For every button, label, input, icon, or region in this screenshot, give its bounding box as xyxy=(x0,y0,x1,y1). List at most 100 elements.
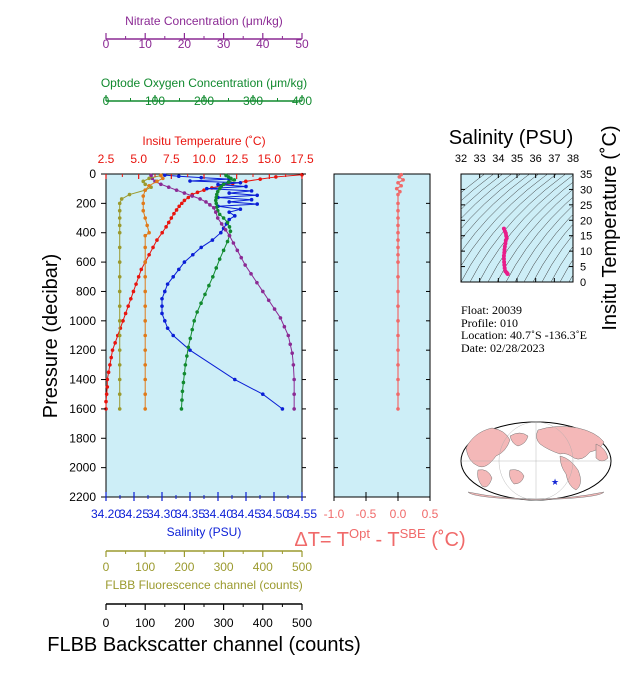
oxygen-tick-label: 0 xyxy=(103,94,110,108)
salinity-point xyxy=(238,181,243,185)
ts-panel xyxy=(460,173,574,283)
density-contour xyxy=(461,174,522,230)
delta-t-point xyxy=(396,304,400,308)
delta-t-point xyxy=(401,178,405,182)
delta-t-point xyxy=(396,245,400,250)
ts-point xyxy=(502,266,507,271)
temperature-point xyxy=(155,238,159,242)
nitrate-point xyxy=(174,188,179,192)
fluorescence-point xyxy=(117,304,122,308)
nitrate-point xyxy=(291,363,296,367)
oxygen-point xyxy=(227,225,232,229)
temperature-point xyxy=(104,399,108,404)
ts-point xyxy=(501,256,506,261)
backscatter-tick-label: 100 xyxy=(135,616,155,630)
backscatter-point xyxy=(143,216,147,220)
ts-ytick-label: 15 xyxy=(580,231,592,243)
nitrate-point xyxy=(198,197,202,201)
fluorescence-point xyxy=(117,260,122,264)
backscatter-point xyxy=(143,274,147,279)
ts-point xyxy=(503,238,508,243)
density-contour xyxy=(461,174,513,219)
delta-t-point xyxy=(396,230,400,235)
salinity-point xyxy=(177,174,181,179)
backscatter-tick-label: 400 xyxy=(253,616,273,630)
oxygen-point xyxy=(214,195,219,200)
salinity-tick-label: 34.30 xyxy=(147,507,177,521)
backscatter-point xyxy=(143,377,147,382)
temperature-point xyxy=(139,267,144,272)
delta-t-point xyxy=(394,186,399,191)
nitrate-point xyxy=(255,280,259,285)
fluorescence-point xyxy=(117,333,122,338)
salinity-point xyxy=(216,182,220,187)
fluorescence-point xyxy=(117,245,122,250)
density-contour xyxy=(461,174,504,210)
ts-point xyxy=(501,253,506,258)
main-axes-group: 0200400600800100012001400160018002000220… xyxy=(69,33,317,630)
backscatter-point xyxy=(143,363,147,367)
pressure-tick-label: 400 xyxy=(76,226,96,240)
salinity-point xyxy=(163,289,167,294)
salinity-point xyxy=(191,252,195,257)
salinity-point xyxy=(171,333,175,338)
oxygen-point xyxy=(180,389,185,394)
temperature-axis-title: Insitu Temperature (˚C) xyxy=(142,134,265,148)
salinity-point xyxy=(182,260,187,264)
density-contour xyxy=(505,196,573,282)
delta-t-point xyxy=(396,208,400,213)
salinity-point xyxy=(188,179,192,183)
nitrate-point xyxy=(290,351,295,355)
temperature-point xyxy=(105,385,110,389)
oxygen-point xyxy=(207,283,211,288)
salinity-tick-label: 34.55 xyxy=(287,507,317,521)
density-contour xyxy=(559,259,573,282)
pressure-tick-label: 800 xyxy=(76,284,96,298)
salinity-point xyxy=(199,245,203,250)
nitrate-point xyxy=(190,194,195,198)
nitrate-tick-label: 30 xyxy=(217,37,231,51)
backscatter-point xyxy=(141,194,146,198)
delta-t-point xyxy=(396,363,400,367)
temperature-point xyxy=(202,188,206,192)
nitrate-point xyxy=(292,377,296,382)
oxygen-point xyxy=(190,327,195,332)
oxygen-point xyxy=(225,239,230,244)
salinity-point xyxy=(188,348,192,352)
pressure-tick-label: 1800 xyxy=(69,431,96,445)
density-contour xyxy=(461,174,486,194)
backscatter-point xyxy=(141,208,146,213)
map-land xyxy=(465,426,609,501)
salinity-point xyxy=(244,184,248,189)
delta-t-point xyxy=(399,183,404,188)
ts-xtick-label: 38 xyxy=(567,153,579,165)
salinity-tick-label: 34.35 xyxy=(175,507,205,521)
ts-xtick-label: 37 xyxy=(548,153,560,165)
pressure-tick-label: 600 xyxy=(76,255,96,269)
oxygen-point xyxy=(186,345,191,350)
salinity-point xyxy=(233,377,237,382)
float-info: Float: 20039 Profile: 010 Location: 40.7… xyxy=(461,304,587,354)
temperature-point xyxy=(151,245,155,250)
oxygen-point xyxy=(181,380,186,385)
temperature-point xyxy=(136,274,141,279)
backscatter-point xyxy=(143,333,147,338)
ts-ytick-label: 5 xyxy=(580,262,586,274)
delta-t-point xyxy=(396,192,400,197)
nitrate-point xyxy=(243,263,247,267)
delta-t-point xyxy=(396,289,400,294)
nitrate-point xyxy=(292,392,296,397)
backscatter-tick-label: 200 xyxy=(174,616,194,630)
ts-point xyxy=(502,247,507,252)
backscatter-point xyxy=(141,201,146,206)
salinity-tick-label: 34.40 xyxy=(203,507,233,521)
temperature-point xyxy=(123,311,128,316)
main-series-group xyxy=(104,172,304,411)
fluorescence-point xyxy=(117,377,122,382)
delta-t-tick-label: -0.5 xyxy=(356,507,377,521)
nitrate-point xyxy=(208,203,212,207)
delta-t-point xyxy=(396,260,400,264)
temperature-tick-label: 7.5 xyxy=(163,152,180,166)
temperature-point xyxy=(118,326,123,330)
temperature-point xyxy=(174,208,179,212)
